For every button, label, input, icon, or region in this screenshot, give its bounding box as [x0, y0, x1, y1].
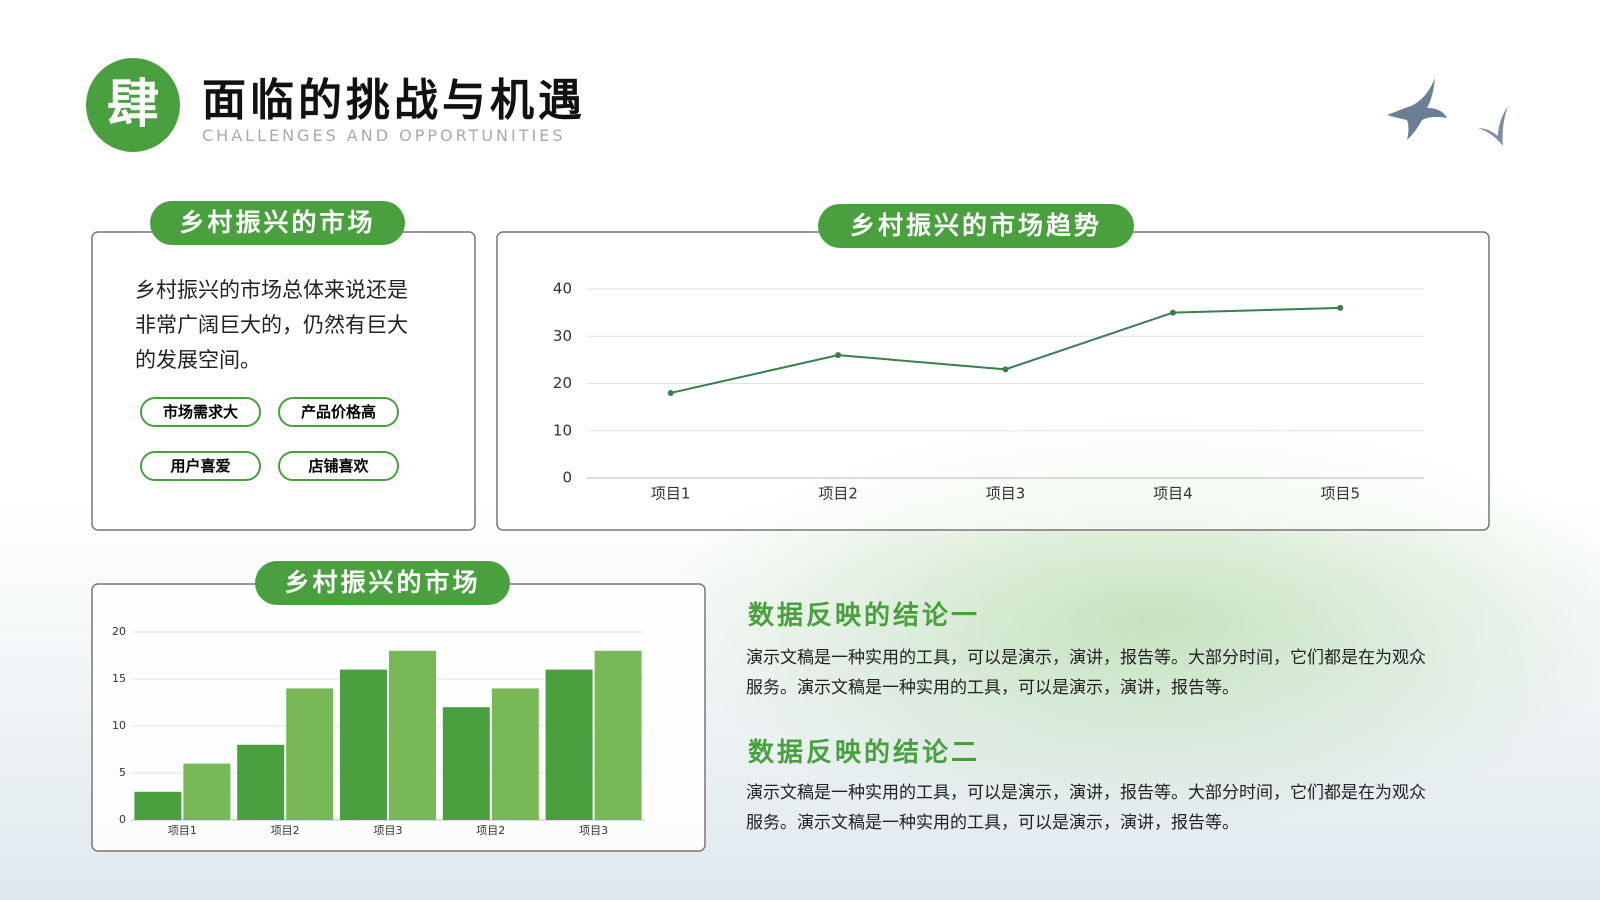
x-tick-label: 项目3: [579, 824, 608, 837]
bar: [183, 763, 231, 820]
badge: 肆: [86, 58, 180, 152]
bird: [1478, 106, 1508, 146]
x-tick-label: 项目3: [374, 824, 403, 837]
y-tick-label: 0: [562, 469, 572, 487]
text-line: 非常广阔巨大的，仍然有巨大: [135, 313, 408, 337]
bar: [237, 744, 285, 820]
subtitle: CHALLENGES AND OPPORTUNITIES: [202, 126, 566, 145]
x-tick-label: 项目2: [271, 824, 300, 837]
point: [667, 389, 674, 396]
conclusion-text: 演示文稿是一种实用的工具，可以是演示，演讲，报告等。大部分时间，它们都是在为观众…: [746, 643, 1426, 703]
x-tick-label: 项目1: [651, 485, 691, 503]
bar: [491, 688, 539, 820]
bar: [389, 650, 436, 820]
bar: [134, 791, 182, 820]
y-tick-label: 0: [119, 813, 126, 826]
tag: 用户喜爱: [140, 451, 261, 481]
tag: 市场需求大: [140, 397, 261, 427]
bar: [545, 669, 593, 820]
x-tick-label: 项目5: [1321, 485, 1361, 503]
title: 面临的挑战与机遇: [202, 75, 586, 126]
x-tick-label: 项目3: [986, 485, 1026, 503]
y-tick-label: 10: [553, 421, 572, 439]
text-line: 乡村振兴的市场总体来说还是: [135, 278, 408, 302]
y-tick-label: 5: [119, 766, 126, 779]
tag: 店铺喜欢: [278, 451, 399, 481]
text-line: 的发展空间。: [135, 348, 261, 372]
point: [1002, 366, 1009, 373]
tag: 产品价格高: [278, 397, 399, 427]
y-tick-label: 20: [553, 374, 572, 392]
bird: [1387, 78, 1447, 140]
y-tick-label: 30: [553, 327, 572, 345]
market-title: 乡村振兴的市场: [150, 201, 405, 245]
bar-chart-title: 乡村振兴的市场: [255, 561, 510, 605]
x-tick-label: 项目2: [818, 485, 858, 503]
y-tick-label: 15: [112, 672, 126, 685]
text-line: 服务。演示文稿是一种实用的工具，可以是演示，演讲，报告等。: [746, 813, 1239, 833]
line-chart-title: 乡村振兴的市场趋势: [818, 204, 1134, 248]
market-text: 乡村振兴的市场总体来说还是 非常广阔巨大的，仍然有巨大 的发展空间。: [135, 273, 408, 378]
y-tick-label: 10: [112, 719, 126, 732]
bar: [594, 650, 642, 820]
x-tick-label: 项目1: [168, 824, 197, 837]
point: [1169, 309, 1176, 316]
x-tick-label: 项目4: [1153, 485, 1193, 503]
bar: [442, 707, 490, 820]
bar: [340, 669, 387, 820]
point: [835, 352, 842, 359]
conclusion-title: 数据反映的结论一: [748, 601, 981, 631]
text-line: 演示文稿是一种实用的工具，可以是演示，演讲，报告等。大部分时间，它们都是在为观众: [746, 783, 1426, 803]
y-tick-label: 20: [112, 625, 126, 638]
y-tick-label: 40: [553, 280, 572, 298]
point: [1337, 304, 1344, 311]
text-line: 演示文稿是一种实用的工具，可以是演示，演讲，报告等。大部分时间，它们都是在为观众: [746, 648, 1426, 668]
conclusion-title: 数据反映的结论二: [748, 738, 981, 768]
text-line: 服务。演示文稿是一种实用的工具，可以是演示，演讲，报告等。: [746, 678, 1239, 698]
conclusion-text: 演示文稿是一种实用的工具，可以是演示，演讲，报告等。大部分时间，它们都是在为观众…: [746, 778, 1426, 838]
x-tick-label: 项目2: [476, 824, 505, 837]
bar: [286, 688, 334, 820]
